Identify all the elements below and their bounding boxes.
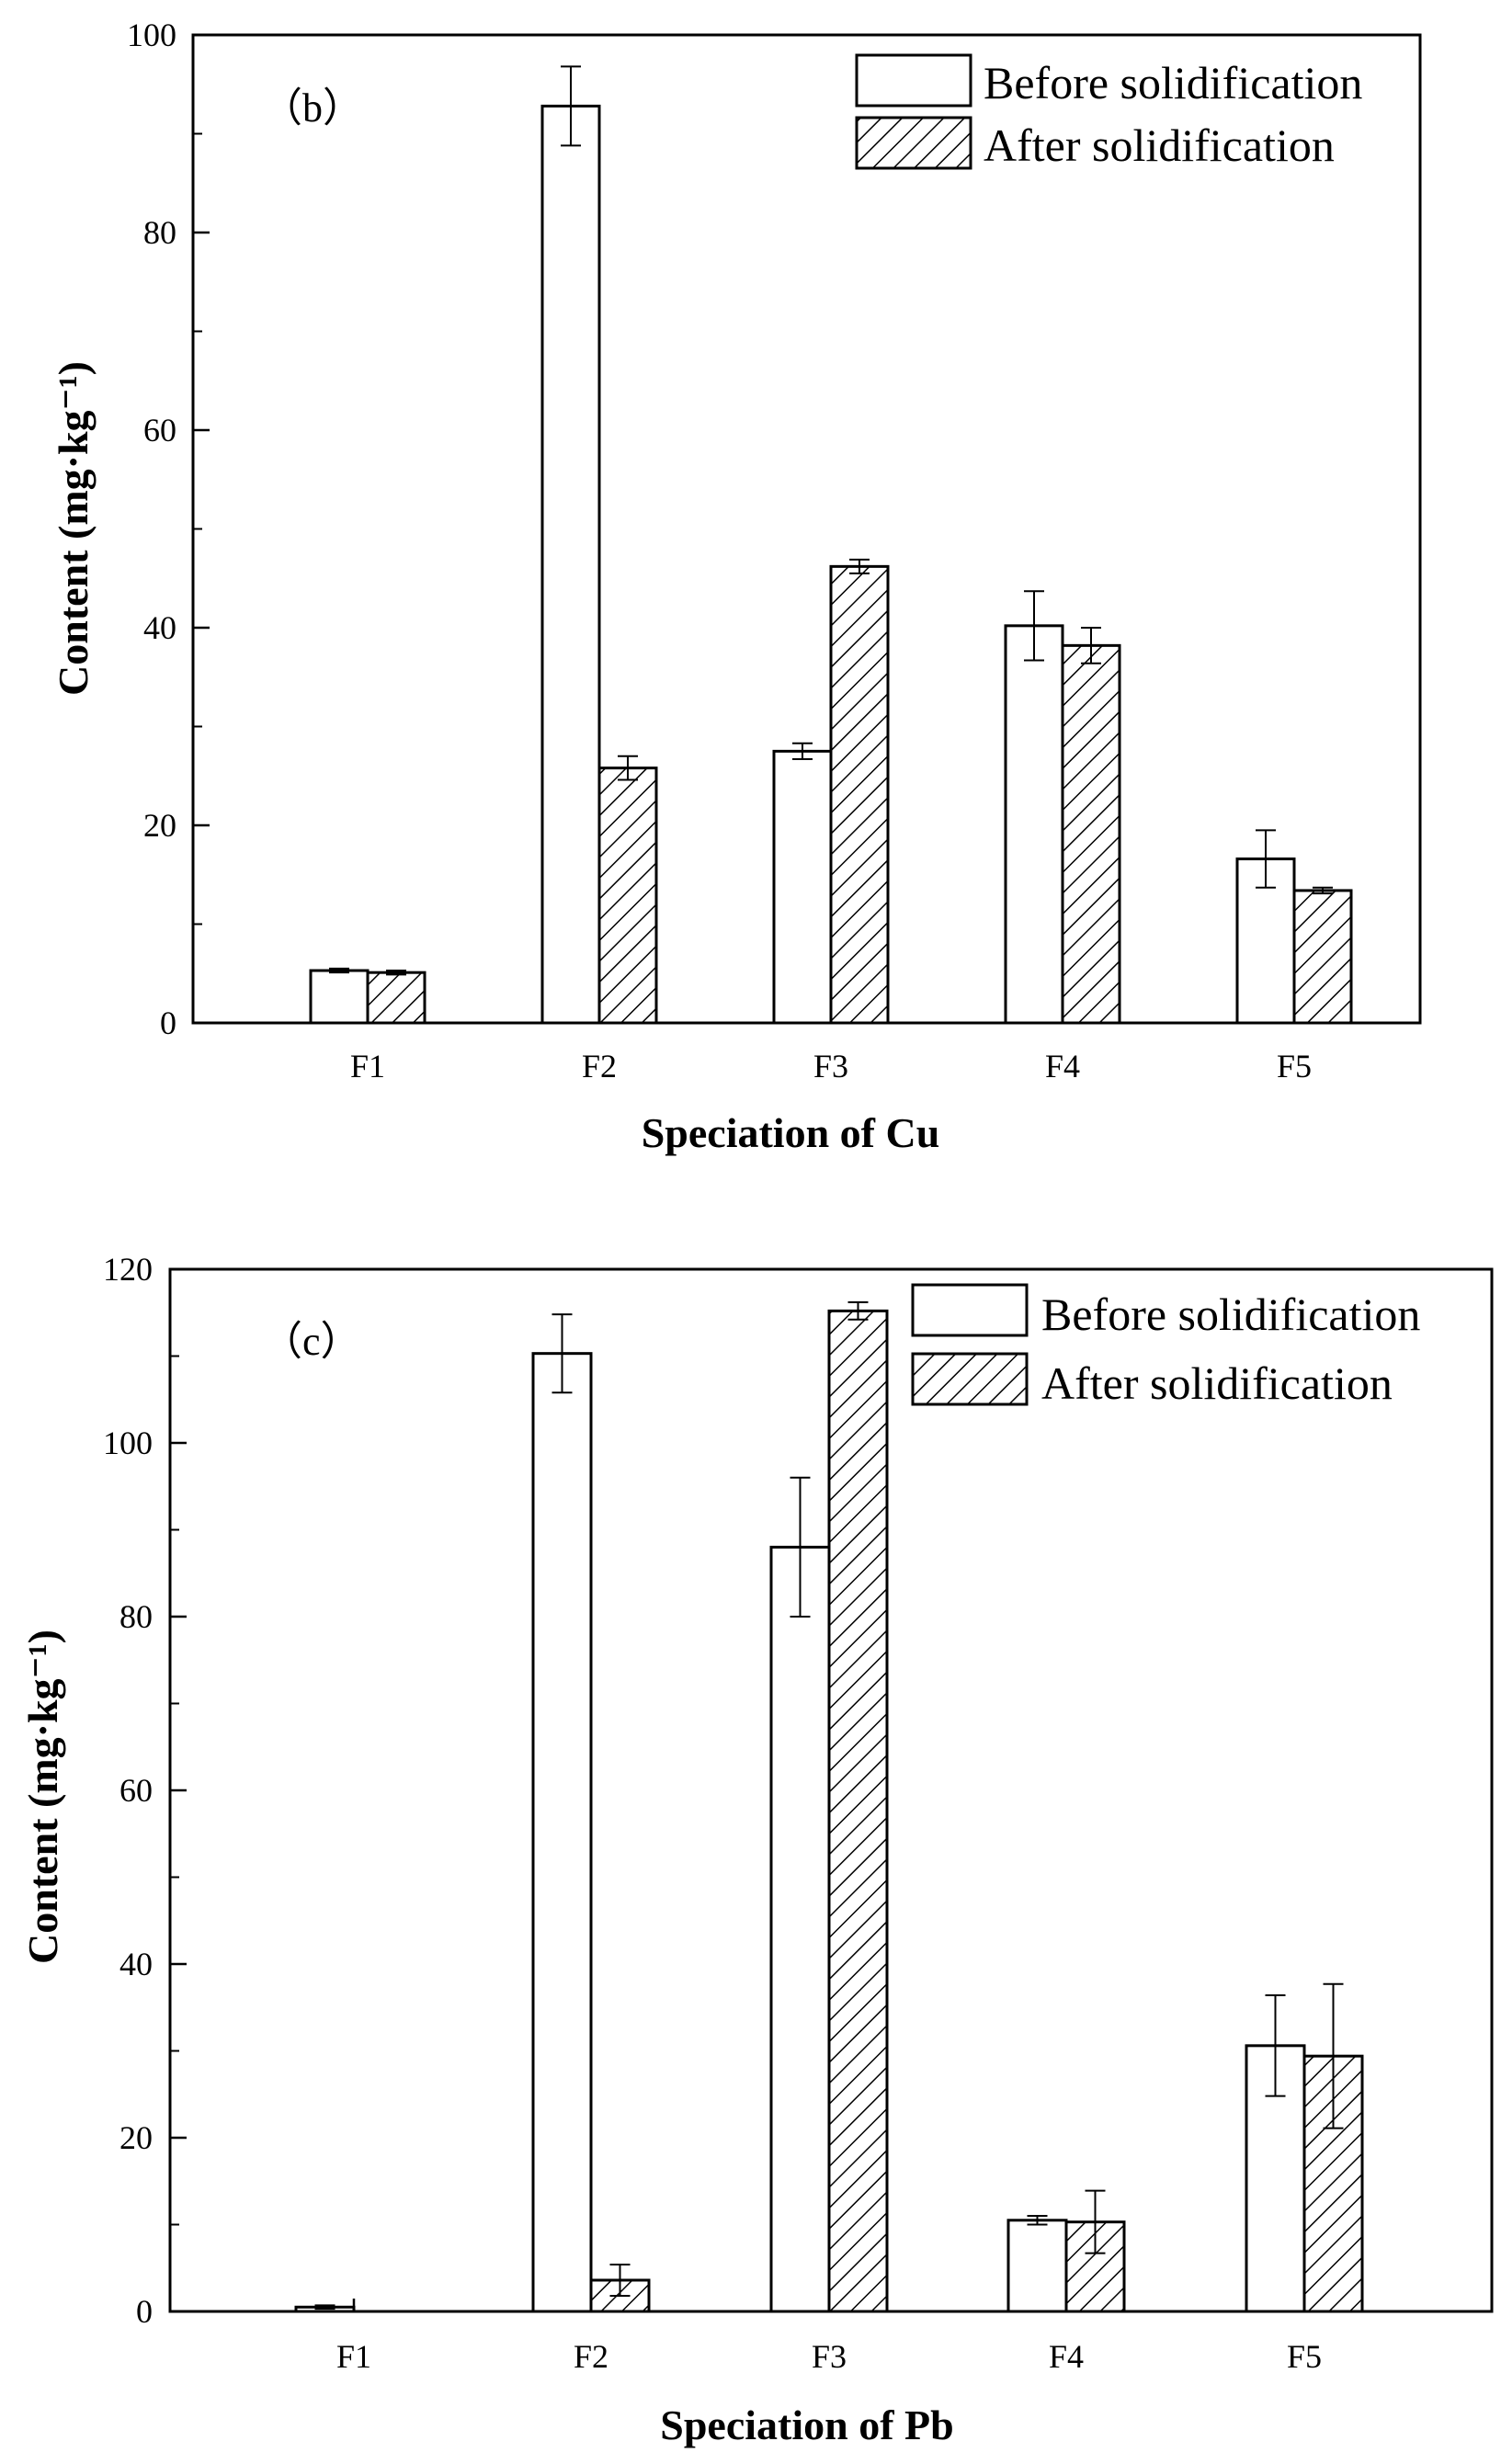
bar-series <box>294 1309 1364 2313</box>
legend-label-before: Before solidification <box>984 57 1362 108</box>
error-bar <box>1024 590 1044 662</box>
legend: Before solidification After solidificati… <box>855 53 1362 171</box>
y-tick-label: 40 <box>143 609 176 646</box>
y-tick-label: 0 <box>160 1005 176 1041</box>
x-tick-label: F4 <box>1049 2338 1084 2375</box>
y-tick-label: 100 <box>103 1425 153 1461</box>
error-bars <box>329 65 1333 976</box>
bar-after-f2 <box>597 766 658 1025</box>
y-tick-label: 80 <box>143 214 176 251</box>
error-bar <box>561 65 581 147</box>
chart-panel-cu: 0 20 40 60 80 100 F1 F2 F3 F4 F5 （b） Before solid… <box>50 17 1422 1156</box>
error-bar <box>1085 2189 1106 2254</box>
x-tick-label: F4 <box>1045 1048 1080 1084</box>
y-axis: 0 20 40 60 80 100 120 <box>103 1251 187 2330</box>
x-tick-label: F1 <box>350 1048 385 1084</box>
y-tick-label: 20 <box>119 2119 153 2156</box>
x-tick-label: F2 <box>574 2338 608 2375</box>
x-axis: F1 F2 F3 F4 F5 <box>336 2299 1322 2375</box>
bar-series <box>309 104 1353 1025</box>
y-axis-title: Content (mg·kg⁻¹) <box>50 361 97 696</box>
error-bar <box>1027 2215 1048 2226</box>
panel-label: （b） <box>262 85 363 131</box>
x-tick-label: F5 <box>1287 2338 1322 2375</box>
chart-panel-pb: 0 20 40 60 80 100 120 F1 F2 F3 F4 F5 （c） Before so… <box>19 1251 1494 2448</box>
error-bars <box>314 1300 1344 2311</box>
bar-before-f2 <box>540 104 601 1025</box>
bar-after-f3 <box>829 564 890 1025</box>
y-tick-label: 40 <box>119 1946 153 1982</box>
error-bar <box>609 2263 631 2297</box>
bar-before-f4 <box>1006 2219 1068 2313</box>
x-tick-label: F3 <box>813 1048 848 1084</box>
error-bar <box>552 1313 573 1394</box>
bar-after-f3 <box>827 1309 889 2313</box>
error-bar <box>1256 829 1276 889</box>
legend-swatch-after <box>855 116 972 170</box>
error-bar <box>792 742 813 760</box>
legend-swatch-before <box>855 53 972 108</box>
y-tick-label: 120 <box>103 1251 153 1288</box>
error-bar <box>329 967 349 974</box>
error-bar <box>790 1476 811 1618</box>
error-bar <box>386 970 406 976</box>
bar-after-f4 <box>1061 643 1121 1025</box>
x-tick-label: F5 <box>1277 1048 1312 1084</box>
x-tick-label: F2 <box>582 1048 617 1084</box>
bar-before-f3 <box>772 749 833 1025</box>
y-tick-label: 60 <box>119 1772 153 1809</box>
error-bar <box>849 558 870 574</box>
legend-label-before: Before solidification <box>1041 1289 1420 1340</box>
y-tick-label: 80 <box>119 1598 153 1635</box>
error-bar <box>1081 627 1101 664</box>
error-bar <box>618 755 638 781</box>
y-tick-label: 20 <box>143 807 176 844</box>
legend-swatch-after <box>911 1352 1029 1406</box>
bar-before-f3 <box>769 1545 831 2313</box>
error-bar <box>1323 1982 1344 2129</box>
y-axis: 0 20 40 60 80 100 <box>127 17 210 1041</box>
legend-label-after: After solidification <box>1041 1357 1393 1409</box>
panel-label: （c） <box>262 1319 361 1364</box>
x-axis-title: Speciation of Pb <box>660 2402 953 2448</box>
bar-before-f1 <box>309 969 370 1025</box>
x-tick-label: F1 <box>336 2338 371 2375</box>
legend: Before solidification After solidificati… <box>911 1283 1420 1409</box>
bar-after-f1 <box>366 971 426 1025</box>
bar-after-f5 <box>1292 889 1353 1025</box>
y-tick-label: 60 <box>143 412 176 449</box>
error-bar <box>1265 1994 1286 2097</box>
legend-swatch-before <box>911 1283 1029 1337</box>
bar-before-f2 <box>531 1352 593 2313</box>
bar-before-f4 <box>1004 624 1064 1025</box>
y-tick-label: 100 <box>127 17 176 53</box>
error-bar <box>1313 886 1333 895</box>
y-tick-label: 0 <box>136 2293 153 2330</box>
x-tick-label: F3 <box>812 2338 847 2375</box>
error-bar <box>314 2304 335 2311</box>
legend-label-after: After solidification <box>984 119 1335 171</box>
y-axis-title: Content (mg·kg⁻¹) <box>19 1629 66 1964</box>
error-bar <box>847 1300 869 1321</box>
x-axis-title: Speciation of Cu <box>642 1109 940 1156</box>
